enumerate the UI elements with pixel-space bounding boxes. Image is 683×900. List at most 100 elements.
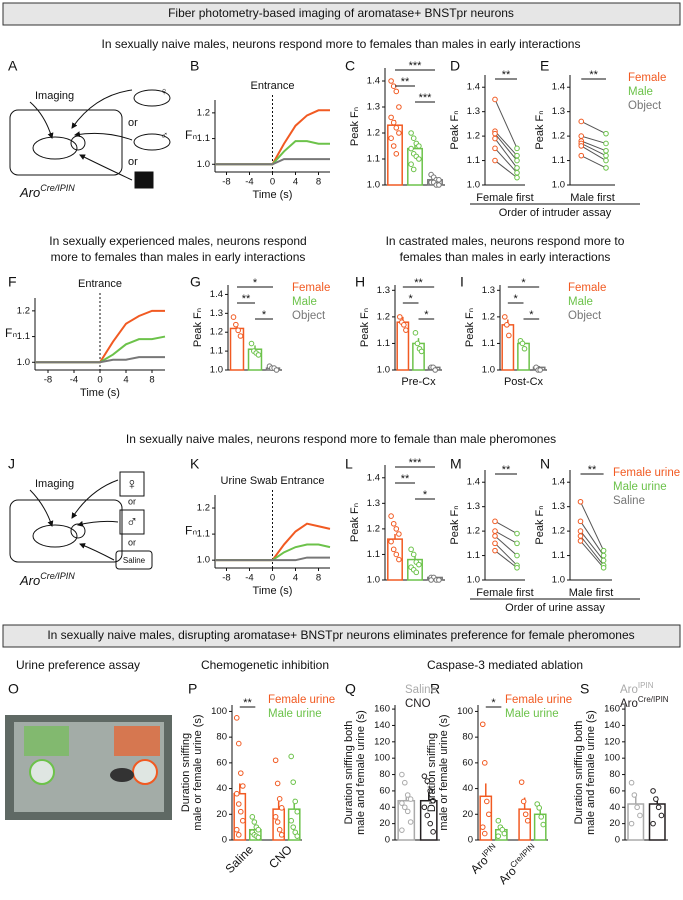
y-tick-label: 1.4	[552, 82, 565, 93]
label: Saline	[123, 556, 146, 565]
sig-label: *	[423, 489, 428, 501]
data-point	[430, 829, 436, 835]
data-point	[481, 830, 488, 837]
legend-label-sup: IPIN	[638, 681, 654, 690]
heading: In sexually naive males, neurons respond…	[126, 432, 556, 446]
y-tick-label: 1.3	[467, 501, 480, 512]
data-point	[514, 564, 520, 571]
legend-label-sup: Cre/IPIN	[638, 695, 669, 704]
annotation: Urine Swab Entrance	[221, 475, 325, 487]
pair-line	[494, 133, 518, 161]
y-axis-label: Duration sniffing	[180, 733, 192, 812]
legend-label: Saline	[613, 495, 645, 507]
genotype-sup: Cre/IPIN	[40, 183, 75, 193]
data-point	[408, 145, 414, 152]
data-point	[522, 811, 529, 818]
data-point	[427, 788, 434, 794]
data-point	[272, 814, 279, 820]
data-point	[578, 118, 585, 125]
diagram-j	[9, 471, 153, 570]
heading: more to females than males in early inte…	[51, 250, 306, 264]
y-axis-label: Peak Fₙ	[192, 308, 204, 347]
legend-label: Female	[292, 282, 330, 294]
data-point	[399, 771, 405, 778]
x-tick-label: CNO	[266, 842, 295, 871]
data-point	[233, 790, 240, 797]
legend-label-base: Aro	[620, 698, 638, 710]
data-point	[407, 796, 414, 802]
data-point	[416, 561, 422, 568]
data-point	[237, 333, 244, 339]
y-axis-label: Duration sniffing	[426, 733, 438, 812]
data-point	[408, 130, 414, 136]
banner-box	[2, 2, 681, 26]
data-point	[650, 820, 656, 827]
y-tick-label: 1.2	[482, 311, 495, 322]
genotype-base: Aro	[19, 573, 40, 588]
data-point	[492, 540, 498, 547]
symbol: ♀	[126, 476, 138, 493]
sig-label: *	[514, 293, 519, 305]
data-point	[255, 834, 262, 841]
panel-letter: B	[190, 58, 199, 74]
data-point	[514, 174, 520, 181]
data-point	[294, 833, 301, 839]
data-point	[401, 804, 408, 811]
legend-label: Male urine	[505, 708, 559, 720]
panel-letter: F	[8, 274, 17, 290]
y-axis-label: Peak Fₙ	[449, 110, 461, 149]
data-point	[424, 812, 431, 819]
data-point	[492, 130, 498, 137]
y-tick-label: 1.0	[17, 357, 30, 368]
series-line	[215, 158, 330, 166]
data-point	[416, 156, 422, 162]
y-tick-label: 1.0	[210, 365, 223, 376]
sig-label: **	[588, 464, 597, 476]
data-point	[577, 498, 584, 505]
y-tick-label: 20	[609, 818, 620, 829]
y-tick-label: 1.3	[367, 102, 380, 113]
data-point	[230, 314, 237, 320]
pair-line	[581, 140, 607, 152]
data-point	[396, 104, 402, 110]
y-tick-label: 80	[462, 732, 473, 743]
subheading: Caspase-3 mediated ablation	[427, 658, 583, 672]
panel-letter: L	[345, 456, 353, 472]
y-tick-label: 1.1	[367, 154, 380, 165]
legend-label: Saline	[405, 684, 437, 696]
annotation: Entrance	[250, 80, 294, 92]
data-point	[235, 327, 241, 334]
data-point	[495, 833, 502, 839]
y-axis-label: Duration sniffing both	[573, 721, 585, 825]
data-point	[412, 330, 419, 336]
y-tick-label: 160	[374, 704, 390, 715]
heading: In sexually naive males, neurons respond…	[102, 37, 581, 51]
y-tick-label: 40	[379, 802, 390, 813]
y-tick-label: 1.2	[367, 128, 380, 139]
data-point	[235, 832, 242, 838]
series-line	[35, 356, 165, 364]
data-point	[492, 145, 498, 152]
panel-letter: O	[8, 681, 19, 697]
legend-label: AroIPIN	[620, 681, 654, 696]
y-tick-label: 1.3	[482, 285, 495, 296]
y-tick-label: 0	[385, 835, 390, 846]
data-point	[393, 526, 400, 532]
y-tick-label: 100	[604, 753, 620, 764]
data-point	[506, 332, 512, 339]
panel-letter: A	[8, 58, 18, 74]
y-tick-label: 1.2	[367, 523, 380, 534]
pair-line	[581, 120, 607, 135]
data-point	[413, 569, 420, 576]
x-tick-label: AroCre/IPIN	[495, 842, 541, 888]
annotation: Entrance	[78, 278, 122, 290]
pair-line	[581, 135, 607, 144]
x-axis-label: Post-Cx	[504, 376, 544, 388]
legend-label: AroCre/IPIN	[620, 695, 669, 710]
data-point	[600, 547, 607, 554]
panel-letter: E	[540, 58, 549, 74]
data-point	[628, 779, 635, 786]
data-point	[388, 513, 394, 519]
data-point	[401, 322, 407, 328]
